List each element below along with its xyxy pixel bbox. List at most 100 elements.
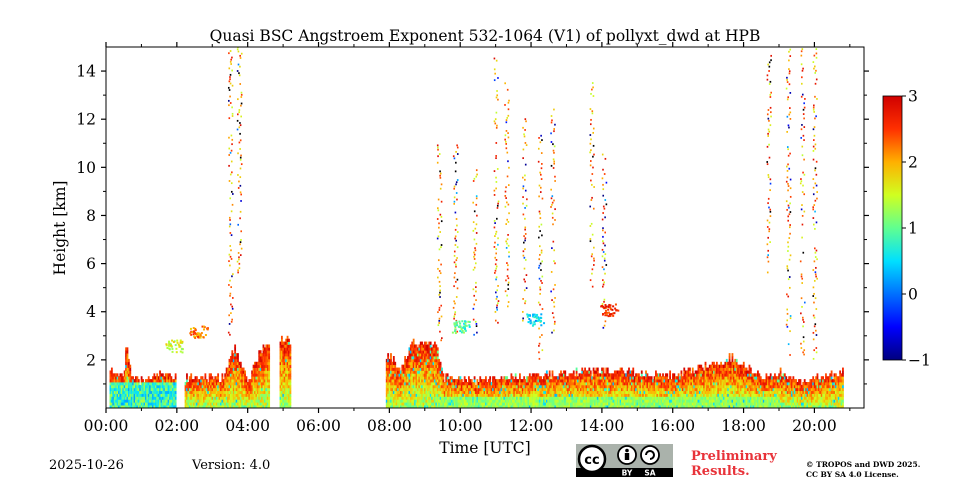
heatmap-cell — [666, 390, 669, 394]
heatmap-cell — [426, 382, 429, 386]
heatmap-cell — [239, 402, 242, 406]
heatmap-cell — [191, 396, 194, 400]
heatmap-cell — [487, 379, 490, 383]
heatmap-cell — [421, 405, 424, 408]
heatmap-cell — [419, 344, 422, 348]
heatmap-cell — [239, 384, 242, 389]
heatmap-cell — [544, 382, 547, 386]
heatmap-cell — [279, 347, 282, 351]
heatmap-cell — [581, 402, 584, 406]
heatmap-cell — [723, 384, 725, 389]
heatmap-cell — [513, 399, 516, 403]
heatmap-cell — [540, 399, 543, 403]
heatmap-cell — [629, 379, 632, 383]
heatmap-cell — [744, 396, 747, 400]
heatmap-cell — [691, 405, 694, 408]
heatmap-cell — [235, 402, 238, 406]
heatmap-cell — [238, 376, 241, 380]
heatmap-cell — [244, 384, 246, 389]
heatmap-cell — [673, 384, 676, 389]
heatmap-cell — [150, 384, 153, 389]
heatmap-cell — [616, 373, 619, 377]
heatmap-cell — [502, 384, 504, 389]
heatmap-cell — [416, 405, 419, 408]
heatmap-cell — [280, 361, 283, 366]
heatmap-cell — [579, 373, 582, 377]
heatmap-cell — [693, 382, 696, 386]
heatmap-cell — [557, 393, 560, 397]
heatmap-cell — [540, 387, 543, 392]
heatmap-cell — [460, 393, 463, 397]
heatmap-cell — [132, 390, 135, 394]
heatmap-cell — [251, 405, 254, 408]
heatmap-cell — [194, 379, 197, 383]
heatmap-cell — [598, 379, 601, 383]
heatmap-cell — [266, 347, 269, 351]
heatmap-cell — [462, 393, 465, 397]
heatmap-cell — [572, 379, 575, 383]
heatmap-cell — [146, 399, 149, 403]
heatmap-cell — [616, 387, 619, 392]
heatmap-cell — [683, 370, 686, 374]
heatmap-cell — [469, 399, 472, 403]
heatmap-cell — [487, 405, 490, 408]
heatmap-cell — [537, 405, 540, 408]
heatmap-cell — [453, 396, 456, 400]
heatmap-cell — [419, 347, 422, 351]
heatmap-cell — [557, 399, 560, 403]
heatmap-cell — [266, 376, 269, 380]
heatmap-cell — [475, 402, 477, 406]
heatmap-cell — [555, 387, 558, 392]
heatmap-cell — [441, 405, 443, 408]
heatmap-cell — [735, 396, 738, 400]
heatmap-cell — [496, 393, 499, 397]
heatmap-cell — [558, 393, 561, 397]
heatmap-cell — [737, 382, 740, 386]
heatmap-cell — [261, 364, 263, 368]
heatmap-cell — [433, 347, 436, 351]
heatmap-cell — [212, 399, 215, 403]
heatmap-cell — [588, 382, 591, 386]
heatmap-cell — [456, 402, 459, 406]
heatmap-cell — [193, 405, 195, 408]
heatmap-cell — [411, 379, 414, 383]
heatmap-cell — [220, 382, 222, 386]
heatmap-cell — [587, 373, 589, 377]
heatmap-cell — [537, 396, 540, 400]
heatmap-cell — [451, 393, 453, 397]
heatmap-cell — [263, 373, 266, 377]
heatmap-cell — [455, 384, 458, 389]
heatmap-cell — [288, 399, 290, 403]
heatmap-cell — [144, 382, 147, 386]
heatmap-cell — [630, 384, 633, 389]
heatmap-cell — [249, 384, 252, 389]
heatmap-cell — [414, 373, 416, 377]
heatmap-cell — [261, 387, 263, 392]
heatmap-cell — [122, 402, 125, 406]
heatmap-cell — [581, 405, 584, 408]
heatmap-cell — [605, 379, 608, 383]
heatmap-cell — [550, 399, 552, 403]
heatmap-cell — [745, 387, 748, 392]
heatmap-cell — [282, 364, 285, 368]
heatmap-cell — [408, 364, 411, 368]
heatmap-cell — [656, 384, 659, 389]
heatmap-cell — [416, 399, 419, 403]
heatmap-cell — [448, 396, 450, 400]
heatmap-cell — [265, 396, 268, 400]
heatmap-cell — [408, 384, 411, 389]
heatmap-cell — [458, 379, 460, 383]
heatmap-cell — [407, 379, 409, 383]
heatmap-cell — [632, 399, 635, 403]
heatmap-cell — [561, 396, 564, 400]
heatmap-cell — [425, 393, 428, 397]
heatmap-cell — [414, 356, 416, 360]
heatmap-cell — [503, 379, 506, 383]
heatmap-cell — [435, 390, 438, 394]
heatmap-cell — [741, 399, 744, 403]
heatmap-cell — [560, 390, 562, 394]
heatmap-cell — [738, 399, 741, 403]
heatmap-cell — [585, 373, 588, 377]
heatmap-cell — [672, 387, 674, 392]
heatmap-cell — [499, 399, 501, 403]
